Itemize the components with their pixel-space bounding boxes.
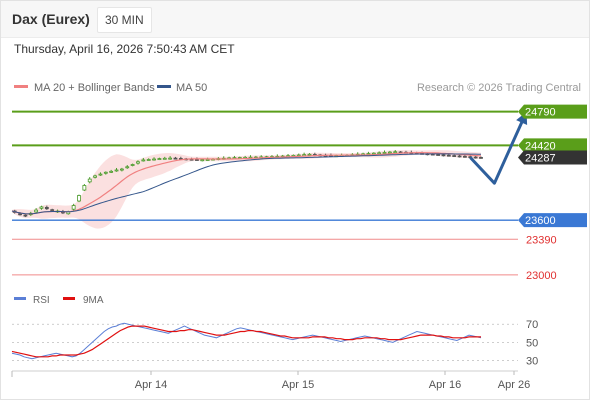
level-label-24287: 24287 — [525, 152, 556, 164]
candle-body — [377, 152, 382, 155]
x-tick-label: Apr 26 — [498, 379, 530, 391]
moving-averages — [11, 152, 482, 215]
projection-arrow — [469, 110, 528, 185]
candle-body — [162, 157, 167, 160]
rsi-legend-label: RSI — [33, 295, 50, 306]
candle-body — [109, 170, 114, 173]
candle-body — [452, 155, 457, 157]
candle-body — [82, 185, 87, 191]
level-tag-23600 — [518, 213, 587, 228]
ma20-legend-label: MA 20 + Bollinger Bands — [34, 82, 155, 94]
candle-body — [371, 152, 376, 155]
level-label-24790: 24790 — [525, 107, 556, 119]
level-label-24420: 24420 — [525, 140, 556, 152]
timestamp: Thursday, April 16, 2026 7:50:43 AM CET — [14, 42, 235, 56]
candle-body — [50, 209, 55, 212]
candle-body — [387, 151, 392, 154]
candle-body — [87, 178, 92, 183]
candle-body — [34, 209, 39, 213]
level-label-23000: 23000 — [526, 270, 557, 282]
price-levels — [12, 110, 518, 276]
candle-body — [195, 159, 199, 161]
timeframe-badge[interactable]: 30 MIN — [97, 7, 152, 33]
ma50-legend-label: MA 50 — [176, 82, 207, 94]
candle-body — [168, 157, 173, 160]
x-tick-label: Apr 16 — [429, 379, 461, 391]
x-tick-label: Apr 14 — [135, 379, 167, 391]
rsi-series-9ma — [11, 325, 481, 358]
rsi-series-rsi — [11, 322, 482, 360]
candle-body — [382, 152, 387, 154]
ma20-line — [11, 152, 482, 215]
candle-body — [457, 155, 462, 158]
candle-body — [446, 154, 451, 157]
ma50-legend-swatch — [157, 85, 171, 88]
copyright: Research © 2026 Trading Central — [417, 82, 581, 94]
candle-body — [157, 158, 162, 160]
rsi-tick-50: 50 — [526, 337, 538, 349]
candle-body — [393, 151, 398, 154]
candle-body — [23, 214, 28, 217]
level-label-23390: 23390 — [526, 234, 557, 246]
candle-body — [463, 155, 467, 158]
candle-body — [77, 195, 81, 202]
candle-body — [114, 169, 119, 172]
candle-body — [93, 175, 97, 178]
candle-body — [136, 161, 140, 164]
candle-body — [71, 205, 76, 210]
rsi-tick-70: 70 — [526, 319, 538, 331]
candle-body — [103, 171, 108, 174]
candle-body — [152, 158, 156, 161]
candle-body — [98, 173, 103, 176]
level-tag-24287 — [518, 150, 587, 165]
candle-body — [18, 213, 22, 216]
candle-body — [205, 159, 210, 161]
candle-body — [44, 206, 49, 210]
rsi-ma-legend-swatch — [63, 297, 75, 300]
candle-body — [473, 156, 478, 159]
candle-body — [173, 157, 178, 160]
candle-body — [436, 154, 441, 156]
candle-body — [479, 156, 483, 159]
rsi-panel: 30 50 70 — [11, 319, 538, 367]
candle-body — [200, 159, 205, 162]
projection-path — [469, 110, 528, 185]
candle-body — [441, 154, 446, 157]
candle-body — [119, 168, 124, 171]
instrument-title: Dax (Eurex) — [12, 11, 90, 27]
level-tag-24790 — [518, 104, 587, 119]
chart-header: Dax (Eurex) 30 MIN — [1, 1, 589, 38]
level-tag-24420 — [518, 138, 587, 153]
rsi-legend-swatch — [14, 297, 26, 300]
candle-body — [146, 159, 151, 161]
ma50-line — [11, 153, 481, 215]
candle-body — [141, 159, 146, 162]
ma20-legend-swatch — [14, 85, 28, 88]
rsi-ma-legend-label: 9MA — [83, 295, 104, 306]
candle-body — [130, 164, 135, 166]
bollinger-bands — [12, 150, 481, 229]
rsi-tick-30: 30 — [526, 355, 538, 367]
candle-body — [125, 166, 130, 169]
candle-body — [307, 153, 312, 156]
level-label-23600: 23600 — [525, 215, 556, 227]
candle-body — [39, 206, 44, 209]
bollinger-band-area — [12, 150, 481, 229]
x-axis: Apr 14 Apr 15 Apr 16 Apr 26 — [11, 371, 530, 391]
x-tick-label: Apr 15 — [282, 379, 314, 391]
